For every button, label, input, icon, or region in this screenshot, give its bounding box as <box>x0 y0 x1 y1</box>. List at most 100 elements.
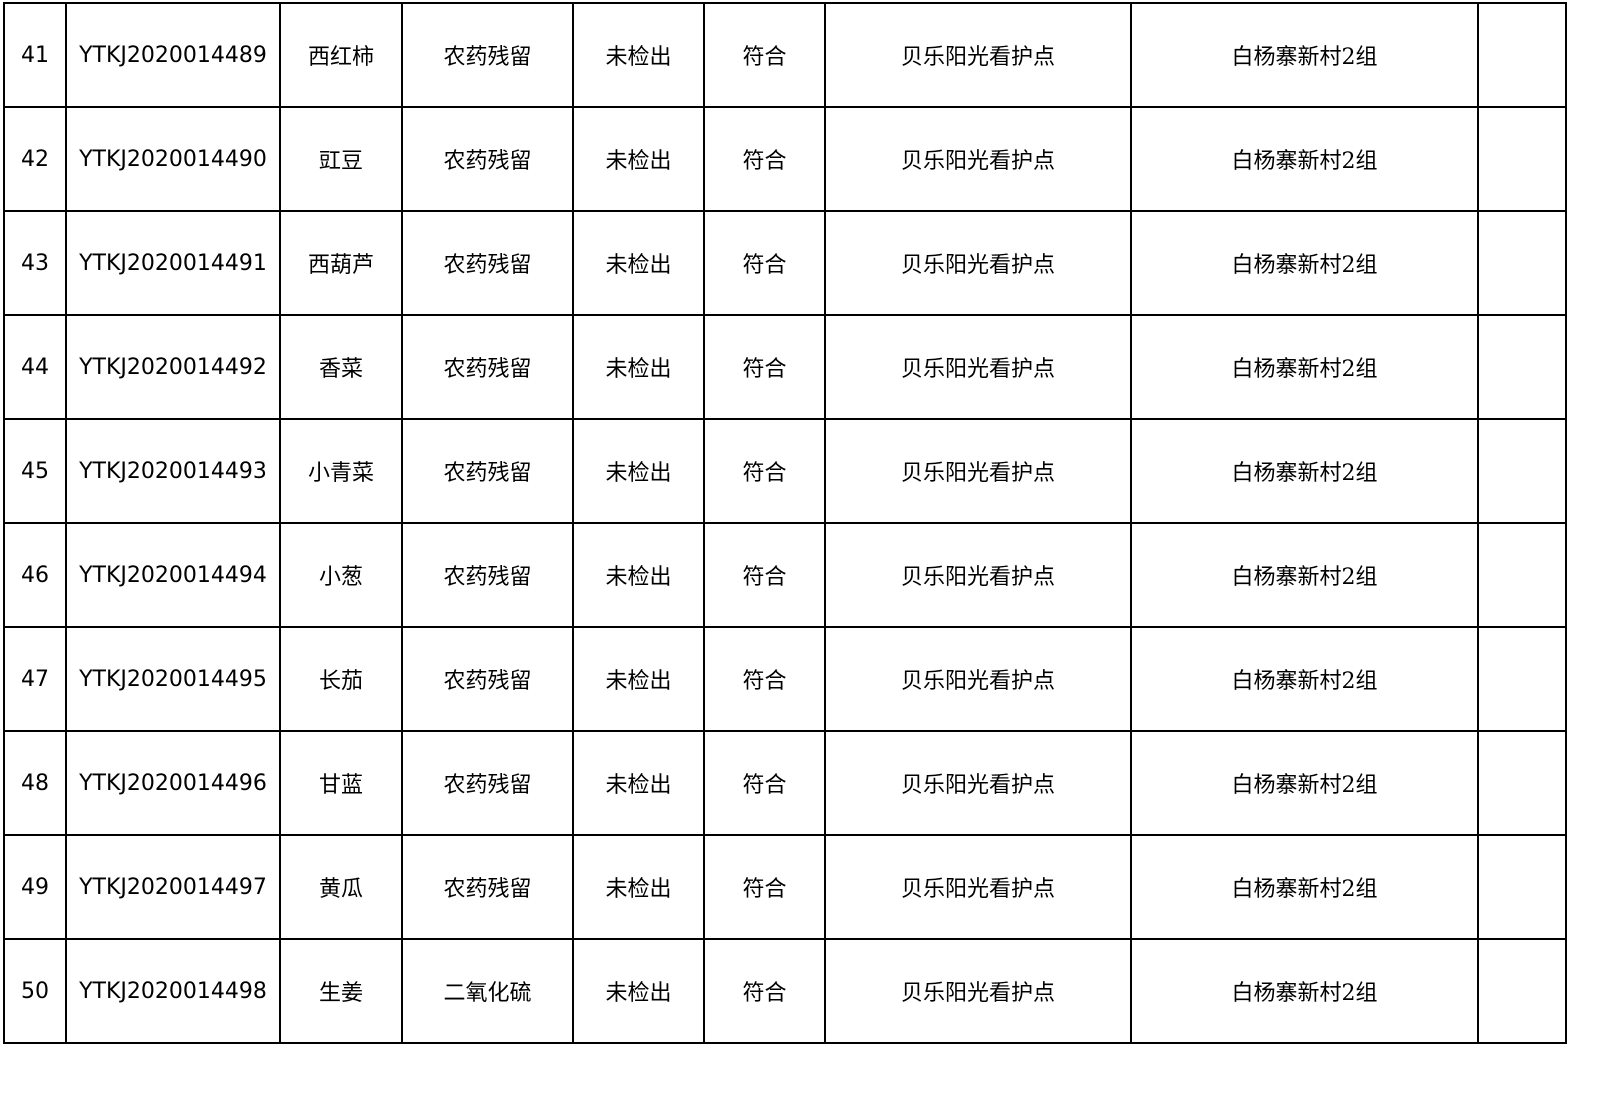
test-item: 农药残留 <box>401 834 574 940</box>
address: 白杨寨新村2组 <box>1130 418 1479 524</box>
sample-id: YTKJ2020014492 <box>65 314 281 420</box>
site: 贝乐阳光看护点 <box>824 106 1132 212</box>
test-result: 未检出 <box>572 834 705 940</box>
conclusion: 符合 <box>703 314 826 420</box>
sample-name: 豇豆 <box>279 106 403 212</box>
site: 贝乐阳光看护点 <box>824 730 1132 836</box>
test-result: 未检出 <box>572 314 705 420</box>
results-table: 41 YTKJ2020014489 西红柿 农药残留 未检出 符合 贝乐阳光看护点 白杨寨新村… <box>3 2 1567 1044</box>
row-number: 41 <box>3 2 67 108</box>
site: 贝乐阳光看护点 <box>824 314 1132 420</box>
sample-name: 小青菜 <box>279 418 403 524</box>
sample-name: 长茄 <box>279 626 403 732</box>
table-row: 49 YTKJ2020014497 黄瓜 农药残留 未检出 符合 贝乐阳光看护点 白杨寨新村2… <box>3 834 1567 940</box>
sample-name: 小葱 <box>279 522 403 628</box>
sample-id: YTKJ2020014493 <box>65 418 281 524</box>
empty-cell <box>1477 210 1567 316</box>
address: 白杨寨新村2组 <box>1130 626 1479 732</box>
row-number: 50 <box>3 938 67 1044</box>
table-row: 44 YTKJ2020014492 香菜 农药残留 未检出 符合 贝乐阳光看护点 白杨寨新村2… <box>3 314 1567 420</box>
document: 41 YTKJ2020014489 西红柿 农药残留 未检出 符合 贝乐阳光看护点 白杨寨新村… <box>3 2 1567 1044</box>
address: 白杨寨新村2组 <box>1130 522 1479 628</box>
row-number: 45 <box>3 418 67 524</box>
test-result: 未检出 <box>572 418 705 524</box>
empty-cell <box>1477 2 1567 108</box>
test-item: 农药残留 <box>401 730 574 836</box>
table-row: 42 YTKJ2020014490 豇豆 农药残留 未检出 符合 贝乐阳光看护点 白杨寨新村2… <box>3 106 1567 212</box>
empty-cell <box>1477 834 1567 940</box>
test-item: 农药残留 <box>401 106 574 212</box>
test-item: 农药残留 <box>401 418 574 524</box>
address: 白杨寨新村2组 <box>1130 2 1479 108</box>
site: 贝乐阳光看护点 <box>824 834 1132 940</box>
table-row: 41 YTKJ2020014489 西红柿 农药残留 未检出 符合 贝乐阳光看护点 白杨寨新村… <box>3 2 1567 108</box>
empty-cell <box>1477 418 1567 524</box>
sample-id: YTKJ2020014495 <box>65 626 281 732</box>
test-item: 农药残留 <box>401 2 574 108</box>
table-row: 45 YTKJ2020014493 小青菜 农药残留 未检出 符合 贝乐阳光看护点 白杨寨新村… <box>3 418 1567 524</box>
test-item: 农药残留 <box>401 210 574 316</box>
conclusion: 符合 <box>703 834 826 940</box>
empty-cell <box>1477 106 1567 212</box>
site: 贝乐阳光看护点 <box>824 522 1132 628</box>
row-number: 44 <box>3 314 67 420</box>
sample-id: YTKJ2020014497 <box>65 834 281 940</box>
table-row: 47 YTKJ2020014495 长茄 农药残留 未检出 符合 贝乐阳光看护点 白杨寨新村2… <box>3 626 1567 732</box>
address: 白杨寨新村2组 <box>1130 834 1479 940</box>
table-row: 43 YTKJ2020014491 西葫芦 农药残留 未检出 符合 贝乐阳光看护点 白杨寨新村… <box>3 210 1567 316</box>
row-number: 46 <box>3 522 67 628</box>
sample-id: YTKJ2020014498 <box>65 938 281 1044</box>
address: 白杨寨新村2组 <box>1130 314 1479 420</box>
empty-cell <box>1477 626 1567 732</box>
sample-id: YTKJ2020014496 <box>65 730 281 836</box>
conclusion: 符合 <box>703 418 826 524</box>
address: 白杨寨新村2组 <box>1130 730 1479 836</box>
address: 白杨寨新村2组 <box>1130 938 1479 1044</box>
sample-id: YTKJ2020014490 <box>65 106 281 212</box>
site: 贝乐阳光看护点 <box>824 210 1132 316</box>
sample-name: 生姜 <box>279 938 403 1044</box>
test-result: 未检出 <box>572 522 705 628</box>
site: 贝乐阳光看护点 <box>824 938 1132 1044</box>
table-row: 50 YTKJ2020014498 生姜 二氧化硫 未检出 符合 贝乐阳光看护点 白杨寨新村2… <box>3 938 1567 1044</box>
conclusion: 符合 <box>703 106 826 212</box>
site: 贝乐阳光看护点 <box>824 626 1132 732</box>
row-number: 42 <box>3 106 67 212</box>
table-row: 48 YTKJ2020014496 甘蓝 农药残留 未检出 符合 贝乐阳光看护点 白杨寨新村2… <box>3 730 1567 836</box>
table-body: 41 YTKJ2020014489 西红柿 农药残留 未检出 符合 贝乐阳光看护点 白杨寨新村… <box>3 2 1567 1044</box>
site: 贝乐阳光看护点 <box>824 2 1132 108</box>
sample-name: 甘蓝 <box>279 730 403 836</box>
row-number: 43 <box>3 210 67 316</box>
conclusion: 符合 <box>703 730 826 836</box>
sample-id: YTKJ2020014489 <box>65 2 281 108</box>
sample-name: 黄瓜 <box>279 834 403 940</box>
row-number: 48 <box>3 730 67 836</box>
test-result: 未检出 <box>572 210 705 316</box>
test-item: 二氧化硫 <box>401 938 574 1044</box>
test-result: 未检出 <box>572 106 705 212</box>
row-number: 49 <box>3 834 67 940</box>
test-result: 未检出 <box>572 626 705 732</box>
row-number: 47 <box>3 626 67 732</box>
test-item: 农药残留 <box>401 626 574 732</box>
site: 贝乐阳光看护点 <box>824 418 1132 524</box>
sample-id: YTKJ2020014494 <box>65 522 281 628</box>
address: 白杨寨新村2组 <box>1130 106 1479 212</box>
conclusion: 符合 <box>703 626 826 732</box>
test-result: 未检出 <box>572 938 705 1044</box>
table-row: 46 YTKJ2020014494 小葱 农药残留 未检出 符合 贝乐阳光看护点 白杨寨新村2… <box>3 522 1567 628</box>
sample-name: 香菜 <box>279 314 403 420</box>
sample-name: 西红柿 <box>279 2 403 108</box>
conclusion: 符合 <box>703 522 826 628</box>
empty-cell <box>1477 938 1567 1044</box>
address: 白杨寨新村2组 <box>1130 210 1479 316</box>
test-result: 未检出 <box>572 2 705 108</box>
empty-cell <box>1477 314 1567 420</box>
test-result: 未检出 <box>572 730 705 836</box>
empty-cell <box>1477 730 1567 836</box>
test-item: 农药残留 <box>401 314 574 420</box>
sample-name: 西葫芦 <box>279 210 403 316</box>
conclusion: 符合 <box>703 938 826 1044</box>
conclusion: 符合 <box>703 210 826 316</box>
test-item: 农药残留 <box>401 522 574 628</box>
